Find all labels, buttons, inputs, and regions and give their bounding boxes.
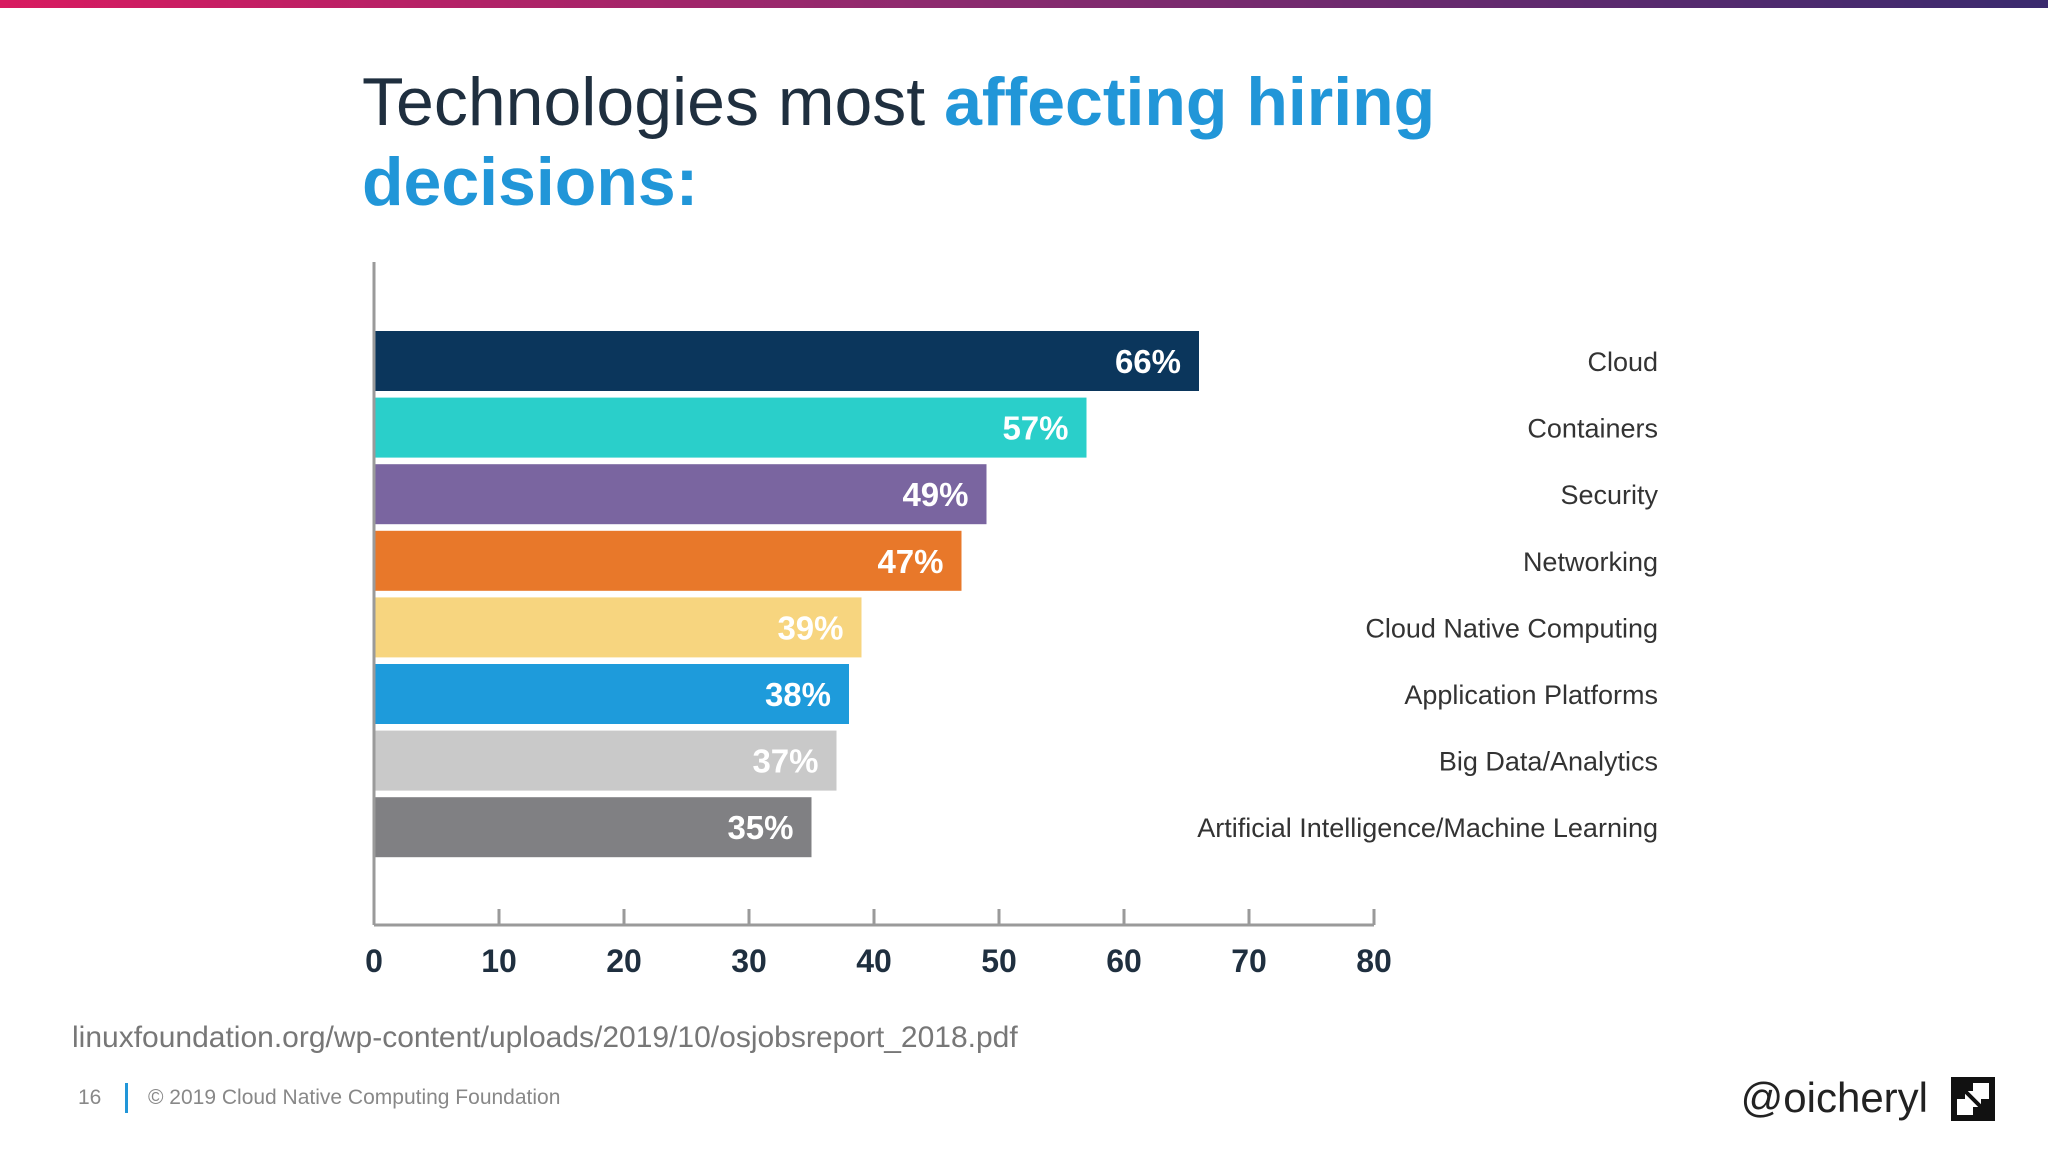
bar — [374, 464, 987, 525]
category-label: Networking — [1523, 547, 1658, 577]
bar-value-label: 35% — [727, 809, 793, 846]
bar — [374, 530, 962, 591]
page-number: 16 — [78, 1086, 102, 1109]
copyright-text: © 2019 Cloud Native Computing Foundation — [148, 1086, 561, 1109]
bar-value-label: 66% — [1115, 343, 1181, 380]
x-tick-label: 60 — [1106, 943, 1142, 979]
bar-value-label: 47% — [877, 543, 943, 580]
bar — [374, 664, 849, 724]
bar — [374, 331, 1199, 391]
x-tick-label: 40 — [856, 943, 892, 979]
footer-divider — [125, 1083, 128, 1113]
x-tick-label: 20 — [606, 943, 642, 979]
bar — [374, 597, 862, 658]
x-tick-label: 80 — [1356, 943, 1392, 979]
x-tick-label: 70 — [1231, 943, 1267, 979]
bar-value-label: 39% — [777, 609, 843, 646]
x-tick-label: 10 — [481, 943, 517, 979]
cncf-logo-icon — [1951, 1077, 1995, 1121]
bar-value-label: 38% — [765, 676, 831, 713]
title-highlight: affecting hiring — [944, 64, 1436, 140]
bar-value-label: 37% — [752, 743, 818, 780]
source-link[interactable]: linuxfoundation.org/wp-content/uploads/2… — [72, 1021, 1018, 1054]
title-plain: Technologies most — [362, 64, 945, 140]
category-label: Application Platforms — [1404, 680, 1658, 710]
slide-title: Technologies most affecting hiring decisi… — [362, 62, 1562, 222]
category-label: Artificial Intelligence/Machine Learning — [1197, 813, 1658, 843]
bar-value-label: 49% — [902, 476, 968, 513]
top-accent-bar — [0, 0, 2048, 8]
category-label: Security — [1560, 480, 1658, 510]
category-label: Containers — [1527, 414, 1658, 444]
twitter-handle: @oicheryl — [1740, 1074, 1928, 1121]
category-label: Cloud Native Computing — [1365, 613, 1658, 643]
bar — [374, 797, 812, 858]
bar-value-label: 57% — [1002, 410, 1068, 447]
bar-chart: 66% Cloud 57% Containers 49% Security 47% Netwo… — [365, 262, 1658, 979]
bar — [374, 730, 837, 791]
x-tick-label: 50 — [981, 943, 1017, 979]
x-tick-label: 30 — [731, 943, 767, 979]
x-tick-label: 0 — [365, 943, 383, 979]
category-label: Big Data/Analytics — [1439, 747, 1658, 777]
category-label: Cloud — [1587, 347, 1658, 377]
bar — [374, 397, 1087, 458]
title-highlight-2: decisions: — [362, 144, 699, 220]
